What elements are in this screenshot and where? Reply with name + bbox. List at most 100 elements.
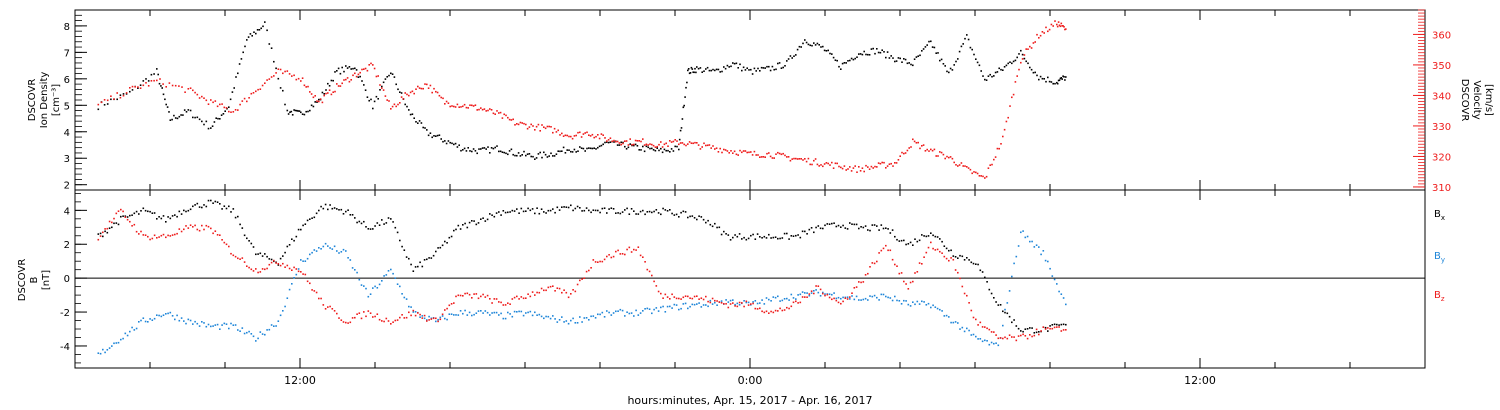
data-point — [727, 301, 730, 303]
data-point — [993, 297, 995, 299]
data-point — [1009, 61, 1011, 63]
data-point — [318, 98, 320, 101]
series-1-right-points — [97, 20, 1067, 179]
data-point — [653, 210, 655, 213]
data-point — [474, 104, 477, 106]
data-point — [968, 302, 970, 304]
data-point — [549, 209, 552, 212]
data-point — [207, 127, 210, 130]
data-point — [140, 230, 142, 233]
data-point — [932, 247, 934, 250]
data-point — [760, 156, 763, 158]
data-point — [948, 259, 950, 262]
data-point — [712, 68, 714, 71]
data-point — [954, 256, 957, 258]
data-point — [540, 315, 543, 318]
data-point — [310, 93, 313, 95]
data-point — [571, 137, 574, 140]
data-point — [916, 240, 919, 243]
data-point — [721, 151, 723, 154]
data-point — [454, 106, 457, 108]
velocity-tick-label: 350 — [1432, 61, 1451, 72]
data-point — [116, 92, 118, 94]
data-point — [372, 64, 374, 66]
data-point — [645, 145, 648, 148]
data-point — [667, 145, 669, 147]
data-point — [201, 95, 203, 98]
data-point — [1007, 62, 1009, 65]
data-point — [804, 296, 806, 298]
data-point — [174, 84, 177, 87]
data-point — [725, 233, 727, 235]
data-point — [106, 99, 109, 102]
data-point — [986, 340, 988, 342]
data-point — [877, 162, 880, 164]
data-point — [504, 317, 507, 320]
data-point — [566, 149, 568, 151]
data-point — [408, 109, 410, 111]
data-point — [903, 299, 905, 302]
data-point — [453, 105, 455, 108]
data-point — [606, 310, 608, 312]
data-point — [702, 218, 705, 221]
data-point — [927, 302, 930, 305]
data-point — [743, 305, 745, 308]
data-point — [138, 321, 140, 323]
data-point — [958, 164, 961, 166]
data-point — [562, 146, 565, 149]
data-point — [586, 147, 588, 150]
data-point — [536, 207, 538, 209]
data-point — [530, 155, 532, 158]
data-point — [728, 152, 730, 154]
data-point — [468, 311, 471, 314]
data-point — [284, 70, 286, 73]
data-point — [525, 210, 527, 212]
data-point — [566, 134, 568, 137]
data-point — [945, 257, 948, 260]
data-point — [801, 296, 804, 298]
data-point — [1033, 332, 1036, 334]
data-point — [196, 202, 199, 205]
data-point — [873, 294, 876, 297]
data-point — [655, 285, 658, 287]
data-point — [318, 100, 320, 103]
data-point — [100, 101, 103, 104]
data-point — [305, 86, 307, 88]
data-point — [477, 310, 480, 312]
data-point — [950, 257, 952, 259]
data-point — [1049, 325, 1051, 327]
data-point — [1056, 25, 1059, 28]
data-point — [314, 95, 316, 97]
data-point — [711, 297, 714, 300]
data-point — [106, 103, 109, 105]
data-point — [750, 303, 752, 305]
data-point — [541, 156, 543, 159]
data-point — [635, 309, 637, 312]
data-point — [892, 165, 894, 167]
density-velocity-frame — [74, 9, 1426, 191]
data-point — [655, 209, 658, 211]
data-point — [1003, 128, 1006, 131]
data-point — [381, 280, 383, 282]
data-point — [894, 60, 896, 63]
data-point — [781, 309, 784, 312]
data-point — [502, 304, 505, 306]
data-point — [682, 106, 685, 109]
data-point — [468, 293, 471, 296]
data-point — [564, 134, 567, 137]
data-point — [606, 141, 608, 143]
data-point — [868, 54, 871, 56]
data-point — [891, 258, 894, 261]
data-point — [448, 313, 451, 315]
data-point — [593, 147, 595, 149]
data-point — [331, 207, 334, 210]
data-point — [745, 301, 748, 304]
data-point — [1012, 93, 1015, 96]
data-point — [237, 72, 239, 75]
data-point — [268, 43, 271, 45]
data-point — [989, 73, 991, 76]
data-point — [158, 82, 161, 85]
data-point — [293, 109, 295, 111]
data-point — [405, 256, 408, 258]
data-point — [1058, 290, 1060, 293]
